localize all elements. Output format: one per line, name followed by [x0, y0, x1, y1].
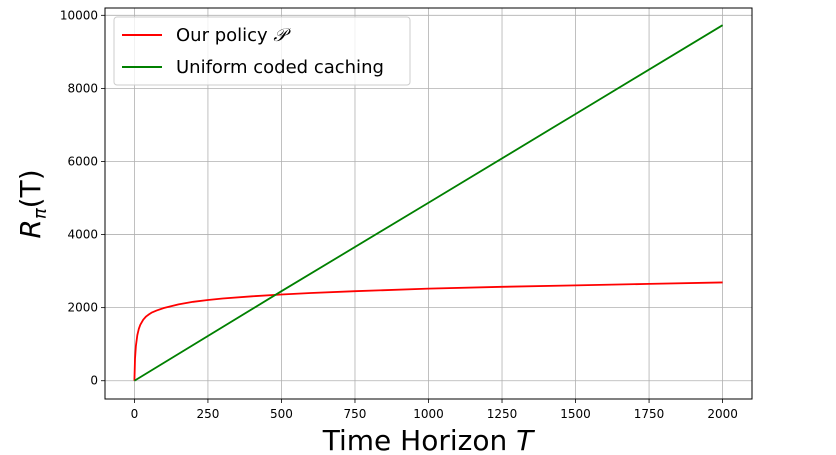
grid	[105, 8, 752, 399]
legend-label-our-policy: Our policy 𝒫	[176, 25, 291, 46]
y-axis-title: Rπ(T)	[14, 169, 51, 238]
x-axis-title: Time Horizon T	[322, 424, 535, 455]
y-tick-label: 0	[90, 374, 98, 388]
series-line-uniform-coded-caching	[133, 24, 724, 382]
legend: Our policy 𝒫 Uniform coded caching	[113, 16, 411, 86]
y-tick-label: 2000	[67, 301, 98, 315]
y-tick-label: 8000	[67, 81, 98, 95]
x-tick-label: 1000	[413, 407, 444, 421]
x-tick-label: 250	[196, 407, 219, 421]
x-tick-label: 500	[270, 407, 293, 421]
series-line-our-policy	[133, 281, 723, 381]
legend-box	[113, 16, 411, 86]
y-tick-label: 10000	[60, 8, 98, 22]
legend-label-uniform-coded-caching: Uniform coded caching	[176, 57, 384, 78]
x-tick-label: 1500	[560, 407, 591, 421]
y-tick-label: 6000	[67, 154, 98, 168]
y-tick-label: 4000	[67, 228, 98, 242]
x-tick-label: 1750	[634, 407, 665, 421]
x-tick-label: 2000	[707, 407, 738, 421]
x-tick-label: 0	[131, 407, 139, 421]
series-layer	[133, 24, 724, 382]
y-axis: 0 2000 4000 6000 8000 10000	[60, 8, 105, 388]
x-tick-label: 1250	[487, 407, 518, 421]
x-axis: 0 250 500 750 1000 1250 1500 1750 2000	[131, 399, 738, 421]
x-tick-label: 750	[344, 407, 367, 421]
